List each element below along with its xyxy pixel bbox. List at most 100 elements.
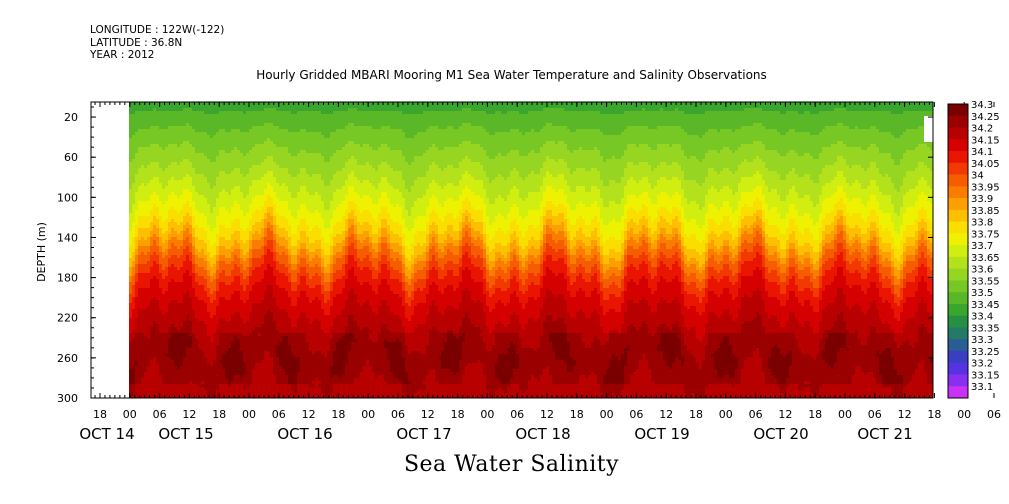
salinity-cell [189,390,193,394]
salinity-cell [252,387,256,391]
salinity-cell [186,207,190,211]
salinity-cell [171,102,175,106]
salinity-cell [243,195,247,199]
salinity-cell [240,234,244,238]
salinity-cell [243,372,247,376]
salinity-cell [129,297,133,301]
salinity-cell [198,261,202,265]
salinity-cell [135,219,139,223]
salinity-cell [219,108,223,112]
salinity-cell [240,117,244,121]
salinity-cell [240,168,244,172]
salinity-cell [186,108,190,112]
salinity-cell [216,270,220,274]
salinity-cell [144,327,148,331]
salinity-cell [210,279,214,283]
salinity-cell [195,174,199,178]
salinity-cell [240,207,244,211]
salinity-cell [186,234,190,238]
salinity-cell [237,312,241,316]
salinity-cell [141,366,145,370]
salinity-cell [195,363,199,367]
salinity-cell [240,186,244,190]
salinity-cell [210,351,214,355]
salinity-cell [258,276,262,280]
salinity-cell [216,246,220,250]
salinity-cell [249,126,253,130]
salinity-cell [138,228,142,232]
salinity-cell [240,363,244,367]
salinity-cell [216,150,220,154]
salinity-cell [225,231,229,235]
salinity-cell [186,363,190,367]
salinity-cell [219,123,223,127]
salinity-cell [192,297,196,301]
salinity-cell [138,267,142,271]
salinity-cell [132,294,136,298]
salinity-cell [165,171,169,175]
salinity-cell [249,180,253,184]
salinity-cell [144,279,148,283]
salinity-cell [228,216,232,220]
salinity-cell [174,132,178,136]
salinity-cell [219,300,223,304]
salinity-cell [189,183,193,187]
salinity-cell [252,108,256,112]
salinity-cell [228,318,232,322]
salinity-cell [210,330,214,334]
salinity-cell [156,129,160,133]
salinity-cell [171,276,175,280]
salinity-cell [165,369,169,373]
salinity-cell [222,348,226,352]
salinity-cell [192,147,196,151]
salinity-cell [243,390,247,394]
salinity-cell [156,210,160,214]
salinity-cell [195,351,199,355]
salinity-cell [204,297,208,301]
salinity-cell [222,183,226,187]
salinity-cell [231,210,235,214]
salinity-cell [198,141,202,145]
salinity-cell [177,345,181,349]
salinity-cell [156,288,160,292]
salinity-cell [213,333,217,337]
salinity-cell [150,138,154,142]
salinity-cell [135,246,139,250]
salinity-cell [225,243,229,247]
salinity-cell [240,288,244,292]
salinity-cell [165,123,169,127]
salinity-cell [255,327,259,331]
salinity-cell [138,186,142,190]
salinity-cell [249,228,253,232]
salinity-cell [189,378,193,382]
salinity-cell [144,390,148,394]
salinity-cell [168,357,172,361]
salinity-cell [165,153,169,157]
salinity-cell [234,150,238,154]
salinity-cell [219,138,223,142]
salinity-cell [174,387,178,391]
salinity-cell [162,198,166,202]
salinity-cell [207,258,211,262]
salinity-cell [213,156,217,160]
salinity-cell [165,114,169,118]
salinity-cell [165,192,169,196]
salinity-cell [231,198,235,202]
salinity-cell [219,345,223,349]
salinity-cell [156,147,160,151]
salinity-cell [237,225,241,229]
salinity-cell [162,255,166,259]
salinity-cell [168,369,172,373]
salinity-cell [150,384,154,388]
salinity-cell [225,174,229,178]
salinity-cell [174,258,178,262]
salinity-cell [246,297,250,301]
salinity-cell [258,123,262,127]
salinity-cell [153,246,157,250]
salinity-cell [144,123,148,127]
salinity-cell [219,195,223,199]
salinity-cell [201,348,205,352]
salinity-cell [129,219,133,223]
salinity-cell [246,342,250,346]
salinity-cell [225,378,229,382]
